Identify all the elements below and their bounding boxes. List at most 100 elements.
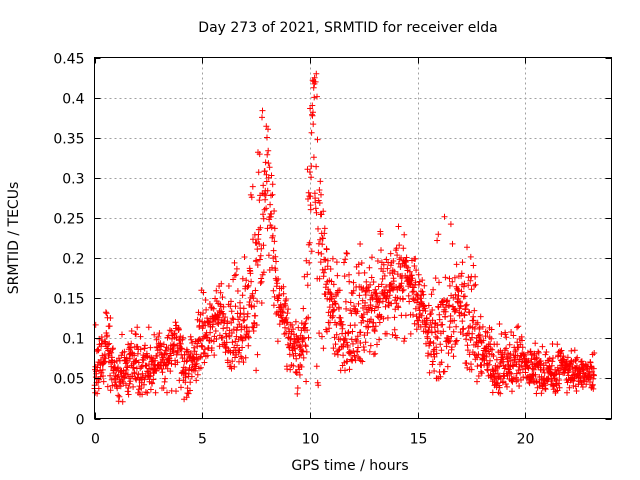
- data-point: [587, 379, 593, 385]
- data-point: [471, 307, 478, 314]
- data-point: [516, 383, 523, 389]
- data-point: [475, 373, 482, 379]
- data-point: [213, 287, 220, 294]
- data-point: [486, 361, 492, 368]
- data-point: [145, 324, 152, 331]
- data-point: [437, 341, 444, 348]
- data-point: [463, 301, 470, 308]
- data-point: [260, 269, 267, 276]
- data-point: [508, 370, 515, 377]
- data-point: [450, 328, 457, 335]
- data-point: [394, 252, 401, 259]
- data-point: [178, 345, 185, 352]
- data-point: [471, 282, 478, 289]
- data-point: [254, 351, 261, 358]
- data-point: [500, 356, 507, 363]
- data-point: [446, 302, 453, 309]
- data-point: [402, 312, 409, 319]
- data-point: [137, 346, 144, 353]
- data-point: [358, 260, 365, 266]
- data-point: [515, 323, 522, 330]
- data-point: [554, 341, 561, 348]
- data-point: [364, 329, 371, 336]
- data-point: [413, 326, 420, 333]
- data-point: [478, 370, 485, 377]
- data-point: [472, 281, 479, 288]
- data-point: [244, 310, 251, 317]
- data-point: [256, 197, 263, 204]
- data-point: [450, 353, 457, 360]
- data-point: [530, 352, 537, 359]
- data-point: [403, 254, 410, 261]
- data-point: [380, 315, 387, 322]
- data-point: [310, 109, 316, 116]
- y-tick-label: 0.2: [62, 252, 84, 268]
- data-point: [99, 337, 106, 344]
- data-point: [405, 292, 412, 299]
- data-point: [260, 215, 267, 222]
- data-point: [310, 121, 317, 128]
- data-point: [239, 275, 246, 282]
- data-point: [241, 254, 248, 260]
- data-point: [486, 350, 493, 357]
- data-point: [318, 191, 324, 198]
- data-point: [296, 344, 303, 351]
- data-point: [284, 319, 291, 326]
- data-point: [306, 239, 313, 246]
- data-point: [506, 354, 513, 361]
- data-point: [121, 374, 128, 381]
- data-point: [542, 351, 549, 358]
- data-point: [229, 358, 236, 365]
- data-point: [320, 208, 327, 215]
- data-point: [273, 258, 279, 265]
- data-point: [116, 393, 123, 400]
- data-point: [583, 381, 590, 388]
- data-point: [306, 169, 313, 175]
- data-point: [298, 363, 305, 370]
- data-point: [375, 304, 382, 311]
- data-point: [484, 329, 491, 336]
- data-point: [315, 225, 321, 232]
- data-point: [324, 328, 330, 335]
- data-point: [147, 344, 154, 351]
- data-point: [110, 345, 116, 352]
- data-point: [541, 369, 548, 376]
- data-point: [295, 324, 302, 331]
- data-point: [431, 353, 438, 360]
- data-point: [275, 295, 282, 302]
- data-point: [304, 327, 311, 334]
- data-point: [441, 368, 448, 375]
- data-point: [272, 253, 279, 260]
- data-point: [264, 151, 271, 158]
- data-point: [187, 387, 193, 394]
- data-point: [248, 278, 255, 285]
- data-point: [578, 358, 584, 365]
- data-point: [391, 268, 398, 275]
- data-point: [400, 286, 407, 293]
- data-point: [109, 354, 115, 361]
- data-point: [450, 294, 457, 301]
- data-point: [104, 332, 111, 339]
- data-point: [510, 332, 517, 339]
- data-point: [487, 357, 493, 364]
- data-point: [412, 305, 419, 312]
- data-point: [130, 364, 137, 371]
- data-point: [434, 335, 441, 342]
- data-point: [100, 373, 106, 379]
- data-point: [339, 321, 346, 328]
- data-point: [217, 289, 224, 296]
- data-point: [433, 344, 440, 351]
- data-point: [320, 345, 327, 352]
- data-point: [381, 272, 388, 279]
- data-point: [228, 298, 234, 305]
- data-point: [325, 309, 332, 316]
- data-point: [388, 300, 395, 307]
- data-point: [105, 341, 111, 348]
- data-point: [431, 368, 438, 374]
- data-point: [314, 93, 320, 100]
- data-point: [276, 321, 283, 328]
- data-point: [263, 205, 270, 212]
- data-point: [468, 361, 474, 368]
- data-point: [537, 358, 544, 364]
- data-point: [342, 298, 349, 305]
